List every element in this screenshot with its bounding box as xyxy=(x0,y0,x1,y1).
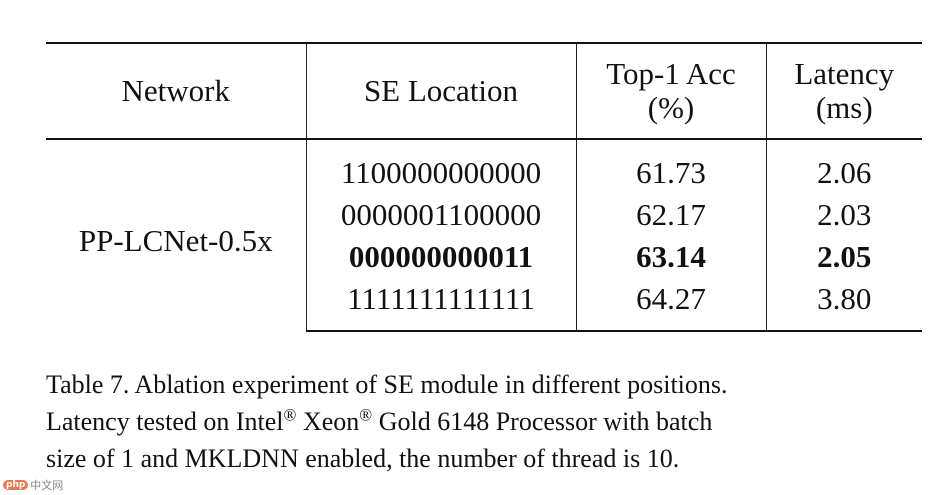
caption-line-2-part-a: Latency tested on Intel xyxy=(46,407,284,436)
header-top1-acc-line2: (%) xyxy=(647,90,695,125)
top1-acc-cell: 64.27 xyxy=(576,278,767,332)
table-row: 0000001100000 62.17 2.03 xyxy=(46,194,922,236)
header-latency: Latency (ms) xyxy=(766,42,922,140)
latency-cell: 2.06 xyxy=(817,154,872,190)
se-location-cell: 0000001100000 xyxy=(306,194,577,236)
table-row: 1111111111111 64.27 3.80 xyxy=(46,278,922,332)
se-ablation-table: Network SE Location Top-1 Acc (%) Latenc… xyxy=(46,42,922,332)
caption-line-1: Table 7. Ablation experiment of SE modul… xyxy=(46,370,728,399)
latency-cell-best: 2.05 xyxy=(817,238,872,274)
se-location-cell: 1111111111111 xyxy=(306,278,577,332)
header-latency-line1: Latency xyxy=(794,55,895,91)
table-header-row: Network SE Location Top-1 Acc (%) Latenc… xyxy=(46,42,922,140)
header-latency-line2: (ms) xyxy=(815,90,873,125)
table-row-best: 000000000011 63.14 2.05 xyxy=(46,236,922,278)
header-se-location: SE Location xyxy=(306,42,577,140)
caption-line-2-part-c: Gold 6148 Processor with batch xyxy=(372,407,713,436)
se-location-cell: 1100000000000 xyxy=(306,139,577,194)
caption-line-3: size of 1 and MKLDNN enabled, the number… xyxy=(46,444,680,473)
se-location-cell-best: 000000000011 xyxy=(306,236,577,278)
network-name-cell: PP-LCNet-0.5x xyxy=(46,139,307,331)
results-table-container: Network SE Location Top-1 Acc (%) Latenc… xyxy=(46,42,922,332)
table-caption: Table 7. Ablation experiment of SE modul… xyxy=(46,366,906,477)
table-row: PP-LCNet-0.5x 1100000000000 61.73 2.06 xyxy=(46,139,922,331)
caption-line-2: Latency tested on Intel® Xeon® Gold 6148… xyxy=(46,403,906,440)
watermark-logo-icon: php xyxy=(3,480,29,490)
header-top1-acc: Top-1 Acc (%) xyxy=(576,42,767,140)
registered-mark: ® xyxy=(283,405,297,425)
header-network: Network xyxy=(46,42,307,140)
top1-acc-cell: 61.73 xyxy=(576,139,767,194)
latency-cell: 2.03 xyxy=(817,196,872,232)
site-watermark: php 中文网 xyxy=(3,477,63,493)
top1-acc-cell-best: 63.14 xyxy=(576,236,767,278)
caption-line-2-part-b: Xeon xyxy=(296,407,360,436)
watermark-site-text: 中文网 xyxy=(30,479,64,492)
top1-acc-cell: 62.17 xyxy=(576,194,767,236)
latency-cell: 3.80 xyxy=(766,278,922,332)
header-top1-acc-line1: Top-1 Acc xyxy=(606,55,736,91)
registered-mark: ® xyxy=(359,405,373,425)
